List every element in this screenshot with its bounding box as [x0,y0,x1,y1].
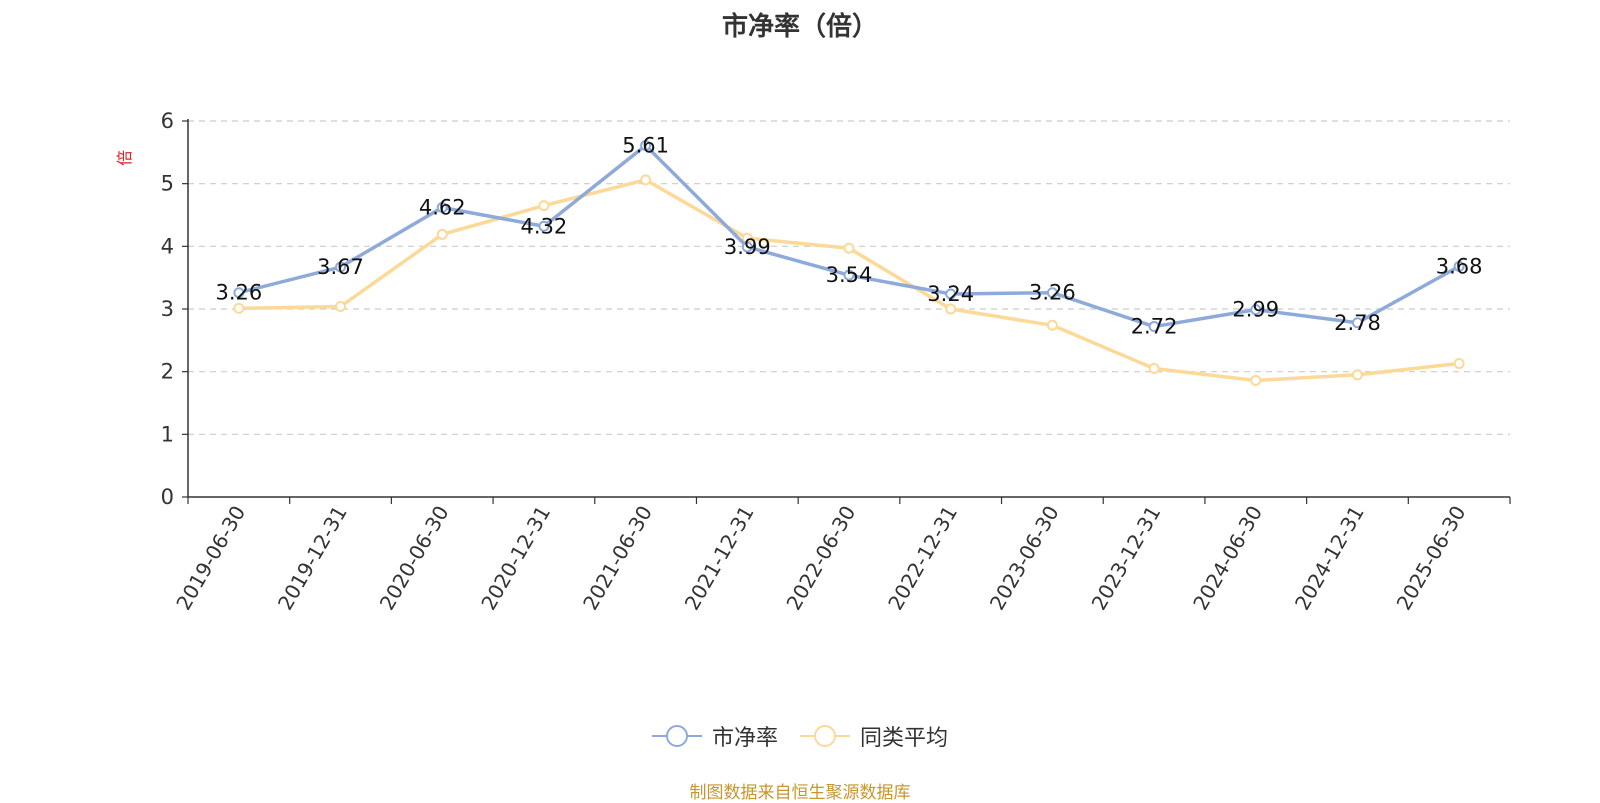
data-point [945,303,957,315]
data-point [1351,369,1363,381]
y-tick-label: 6 [161,109,174,133]
data-point [436,228,448,240]
data-point [843,242,855,254]
data-point [1046,319,1058,331]
data-point [741,241,753,253]
x-tick-label: 2020-06-30 [375,502,454,615]
data-point [233,302,245,314]
x-tick-label: 2023-06-30 [985,502,1064,615]
data-label: 3.26 [215,281,262,305]
data-label: 3.68 [1436,254,1483,278]
data-point [640,139,652,151]
y-axis-label: 倍 [115,150,134,166]
x-tick-label: 2020-12-31 [476,502,555,615]
data-point [1351,317,1363,329]
data-label: 4.62 [419,195,466,219]
data-point [1046,287,1058,299]
data-point [1148,363,1160,375]
axes: 0 1 2 3 4 5 6 2019-06-30 2019-12-31 2020-06-30 202… [161,109,1511,615]
x-tick-label: 2021-06-30 [578,502,657,615]
x-tick-label: 2022-12-31 [883,502,962,615]
series-市净率 [233,139,1465,333]
y-tick-label: 2 [161,360,174,384]
y-tick-label: 0 [161,485,174,509]
data-label: 2.78 [1334,311,1381,335]
x-tick-label: 2022-06-30 [781,502,860,615]
chart-title: 市净率（倍） [721,12,878,42]
legend: 市净率 同类平均 [0,720,1600,752]
data-label: 3.54 [826,263,873,287]
data-label: 3.99 [724,235,771,259]
legend-marker-icon [800,725,850,747]
x-tick-label: 2025-06-30 [1392,502,1471,615]
data-point [843,269,855,281]
data-label: 3.26 [1029,281,1076,305]
data-point [1453,358,1465,370]
data-label: 3.24 [927,282,974,306]
legend-label: 市净率 [711,726,778,751]
data-point [1250,374,1262,386]
x-tick-label: 2021-12-31 [680,502,759,615]
series-同类平均 [233,174,1465,386]
x-tick-label: 2019-12-31 [273,502,352,615]
data-label: 2.99 [1232,298,1279,322]
data-point [640,174,652,186]
data-label: 5.61 [622,133,669,157]
legend-label: 同类平均 [860,726,949,751]
data-point [945,288,957,300]
x-tick-label: 2019-06-30 [171,502,250,615]
y-tick-label: 5 [161,172,174,196]
x-tick-label: 2023-12-31 [1087,502,1166,615]
y-tick-label: 1 [161,422,174,446]
data-point [1148,321,1160,333]
data-label: 4.32 [521,214,568,238]
source-note: 制图数据来自恒生聚源数据库 [689,783,911,803]
legend-item[interactable]: 市净率 [651,720,778,752]
legend-item[interactable]: 同类平均 [800,720,948,752]
data-point [538,200,550,212]
y-tick-label: 3 [161,297,174,321]
x-tick-label: 2024-06-30 [1188,502,1267,615]
data-point [233,287,245,299]
y-tick-label: 4 [161,234,174,258]
legend-marker-icon [651,725,702,747]
data-label: 2.72 [1131,315,1178,339]
data-point [538,220,550,232]
data-label: 3.67 [317,255,364,279]
data-point [1453,260,1465,272]
data-point [1250,304,1262,316]
data-point [436,201,448,213]
x-tick-label: 2024-12-31 [1290,502,1369,615]
data-point [335,300,347,312]
data-point [335,261,347,273]
